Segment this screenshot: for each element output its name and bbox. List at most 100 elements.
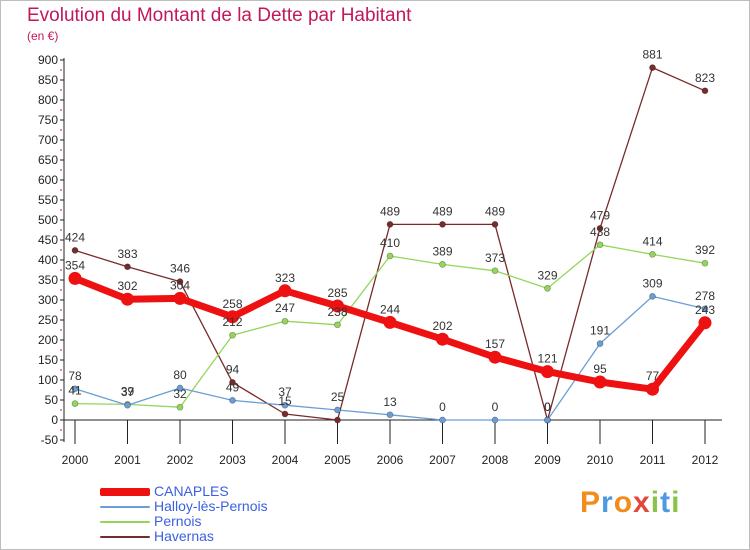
logo-letter: P — [580, 486, 602, 519]
y-tick-label: 150 — [38, 353, 58, 367]
x-tick-label: 2007 — [429, 453, 456, 467]
legend-swatch — [100, 506, 150, 508]
data-point — [176, 403, 184, 411]
data-point — [334, 406, 341, 414]
data-point — [491, 267, 499, 275]
x-tick-label: 2003 — [219, 453, 246, 467]
data-point — [124, 401, 131, 409]
data-label: 373 — [485, 251, 505, 265]
x-tick-label: 2004 — [272, 453, 299, 467]
legend-swatch — [100, 536, 150, 538]
logo-letter: i — [671, 486, 681, 519]
data-point — [701, 87, 709, 95]
y-tick-label: 350 — [38, 273, 58, 287]
data-label: 881 — [642, 48, 662, 62]
y-tick-label: -50 — [41, 433, 59, 447]
legend-swatch — [100, 488, 150, 496]
legend-label: Halloy-lès-Pernois — [154, 498, 268, 514]
data-point — [436, 332, 449, 346]
data-label: 323 — [275, 271, 295, 285]
data-label: 157 — [485, 337, 505, 351]
x-tick-label: 2011 — [640, 453, 666, 467]
y-tick-label: 400 — [38, 253, 58, 267]
data-label: 258 — [222, 297, 242, 311]
x-tick-label: 2000 — [62, 453, 89, 467]
data-point — [278, 284, 292, 298]
data-label: 383 — [117, 247, 137, 261]
data-point — [71, 247, 79, 254]
logo-letter: r — [601, 486, 614, 519]
data-point — [596, 241, 604, 249]
data-point — [71, 400, 79, 407]
data-point — [491, 416, 499, 424]
data-point — [596, 225, 604, 232]
data-point — [649, 64, 656, 71]
logo-letter: o — [613, 486, 634, 519]
data-label: 94 — [226, 362, 240, 376]
y-tick-label: 200 — [38, 333, 58, 347]
data-point — [649, 293, 656, 300]
data-label: 191 — [590, 324, 610, 338]
y-tick-label: 750 — [38, 113, 58, 127]
y-tick-label: 500 — [38, 213, 58, 227]
data-label: 489 — [485, 204, 505, 218]
data-label: 202 — [432, 319, 452, 333]
logo-letter: t — [660, 486, 672, 519]
data-label: 13 — [383, 395, 397, 409]
data-point — [646, 382, 659, 396]
legend-label: Pernois — [154, 513, 202, 529]
data-label: 285 — [327, 286, 347, 300]
y-tick-label: 300 — [38, 293, 58, 307]
data-point — [281, 401, 289, 409]
logo-letter: i — [650, 486, 661, 519]
data-label: 329 — [537, 268, 557, 282]
data-label: 424 — [65, 230, 85, 244]
data-label: 0 — [492, 400, 499, 414]
y-tick-label: 900 — [38, 53, 58, 67]
x-tick-label: 2012 — [692, 453, 719, 467]
data-point — [488, 350, 502, 364]
data-point — [649, 251, 656, 258]
y-tick-label: 250 — [38, 313, 58, 327]
legend-swatch — [100, 521, 150, 523]
data-label: 0 — [544, 400, 551, 414]
data-point — [68, 271, 82, 285]
data-label: 438 — [590, 225, 610, 239]
data-label: 244 — [380, 302, 400, 316]
data-point — [491, 221, 499, 228]
data-label: 278 — [695, 289, 715, 303]
data-label: 0 — [439, 400, 446, 414]
data-point — [386, 411, 394, 419]
data-point — [176, 384, 184, 392]
chart-title: Evolution du Montant de la Dette par Hab… — [27, 5, 412, 26]
data-label: 392 — [695, 243, 715, 257]
data-point — [334, 416, 341, 424]
data-point — [229, 379, 236, 386]
data-point — [386, 221, 394, 228]
data-label: 489 — [432, 204, 452, 218]
data-label: 78 — [68, 369, 82, 383]
data-point — [701, 259, 709, 267]
data-label: 238 — [327, 305, 347, 319]
data-label: 212 — [222, 315, 242, 329]
y-tick-label: 450 — [38, 233, 58, 247]
y-tick-label: 100 — [38, 373, 58, 387]
data-label: 354 — [65, 258, 85, 272]
data-point — [544, 416, 551, 424]
legend-item: Halloy-lès-Pernois — [100, 498, 360, 514]
proxiti-logo: Proxiti — [580, 486, 680, 520]
data-label: 80 — [173, 368, 187, 382]
y-tick-label: 0 — [51, 413, 58, 427]
data-point — [544, 285, 551, 292]
data-label: 15 — [278, 394, 292, 408]
x-tick-label: 2005 — [324, 453, 351, 467]
data-point — [439, 416, 446, 424]
data-point — [334, 321, 341, 329]
legend-label: Havernas — [154, 528, 214, 544]
x-tick-label: 2001 — [114, 453, 141, 467]
data-label: 0 — [544, 400, 551, 414]
x-tick-label: 2010 — [587, 453, 614, 467]
data-point — [229, 331, 236, 339]
data-point — [281, 410, 289, 418]
